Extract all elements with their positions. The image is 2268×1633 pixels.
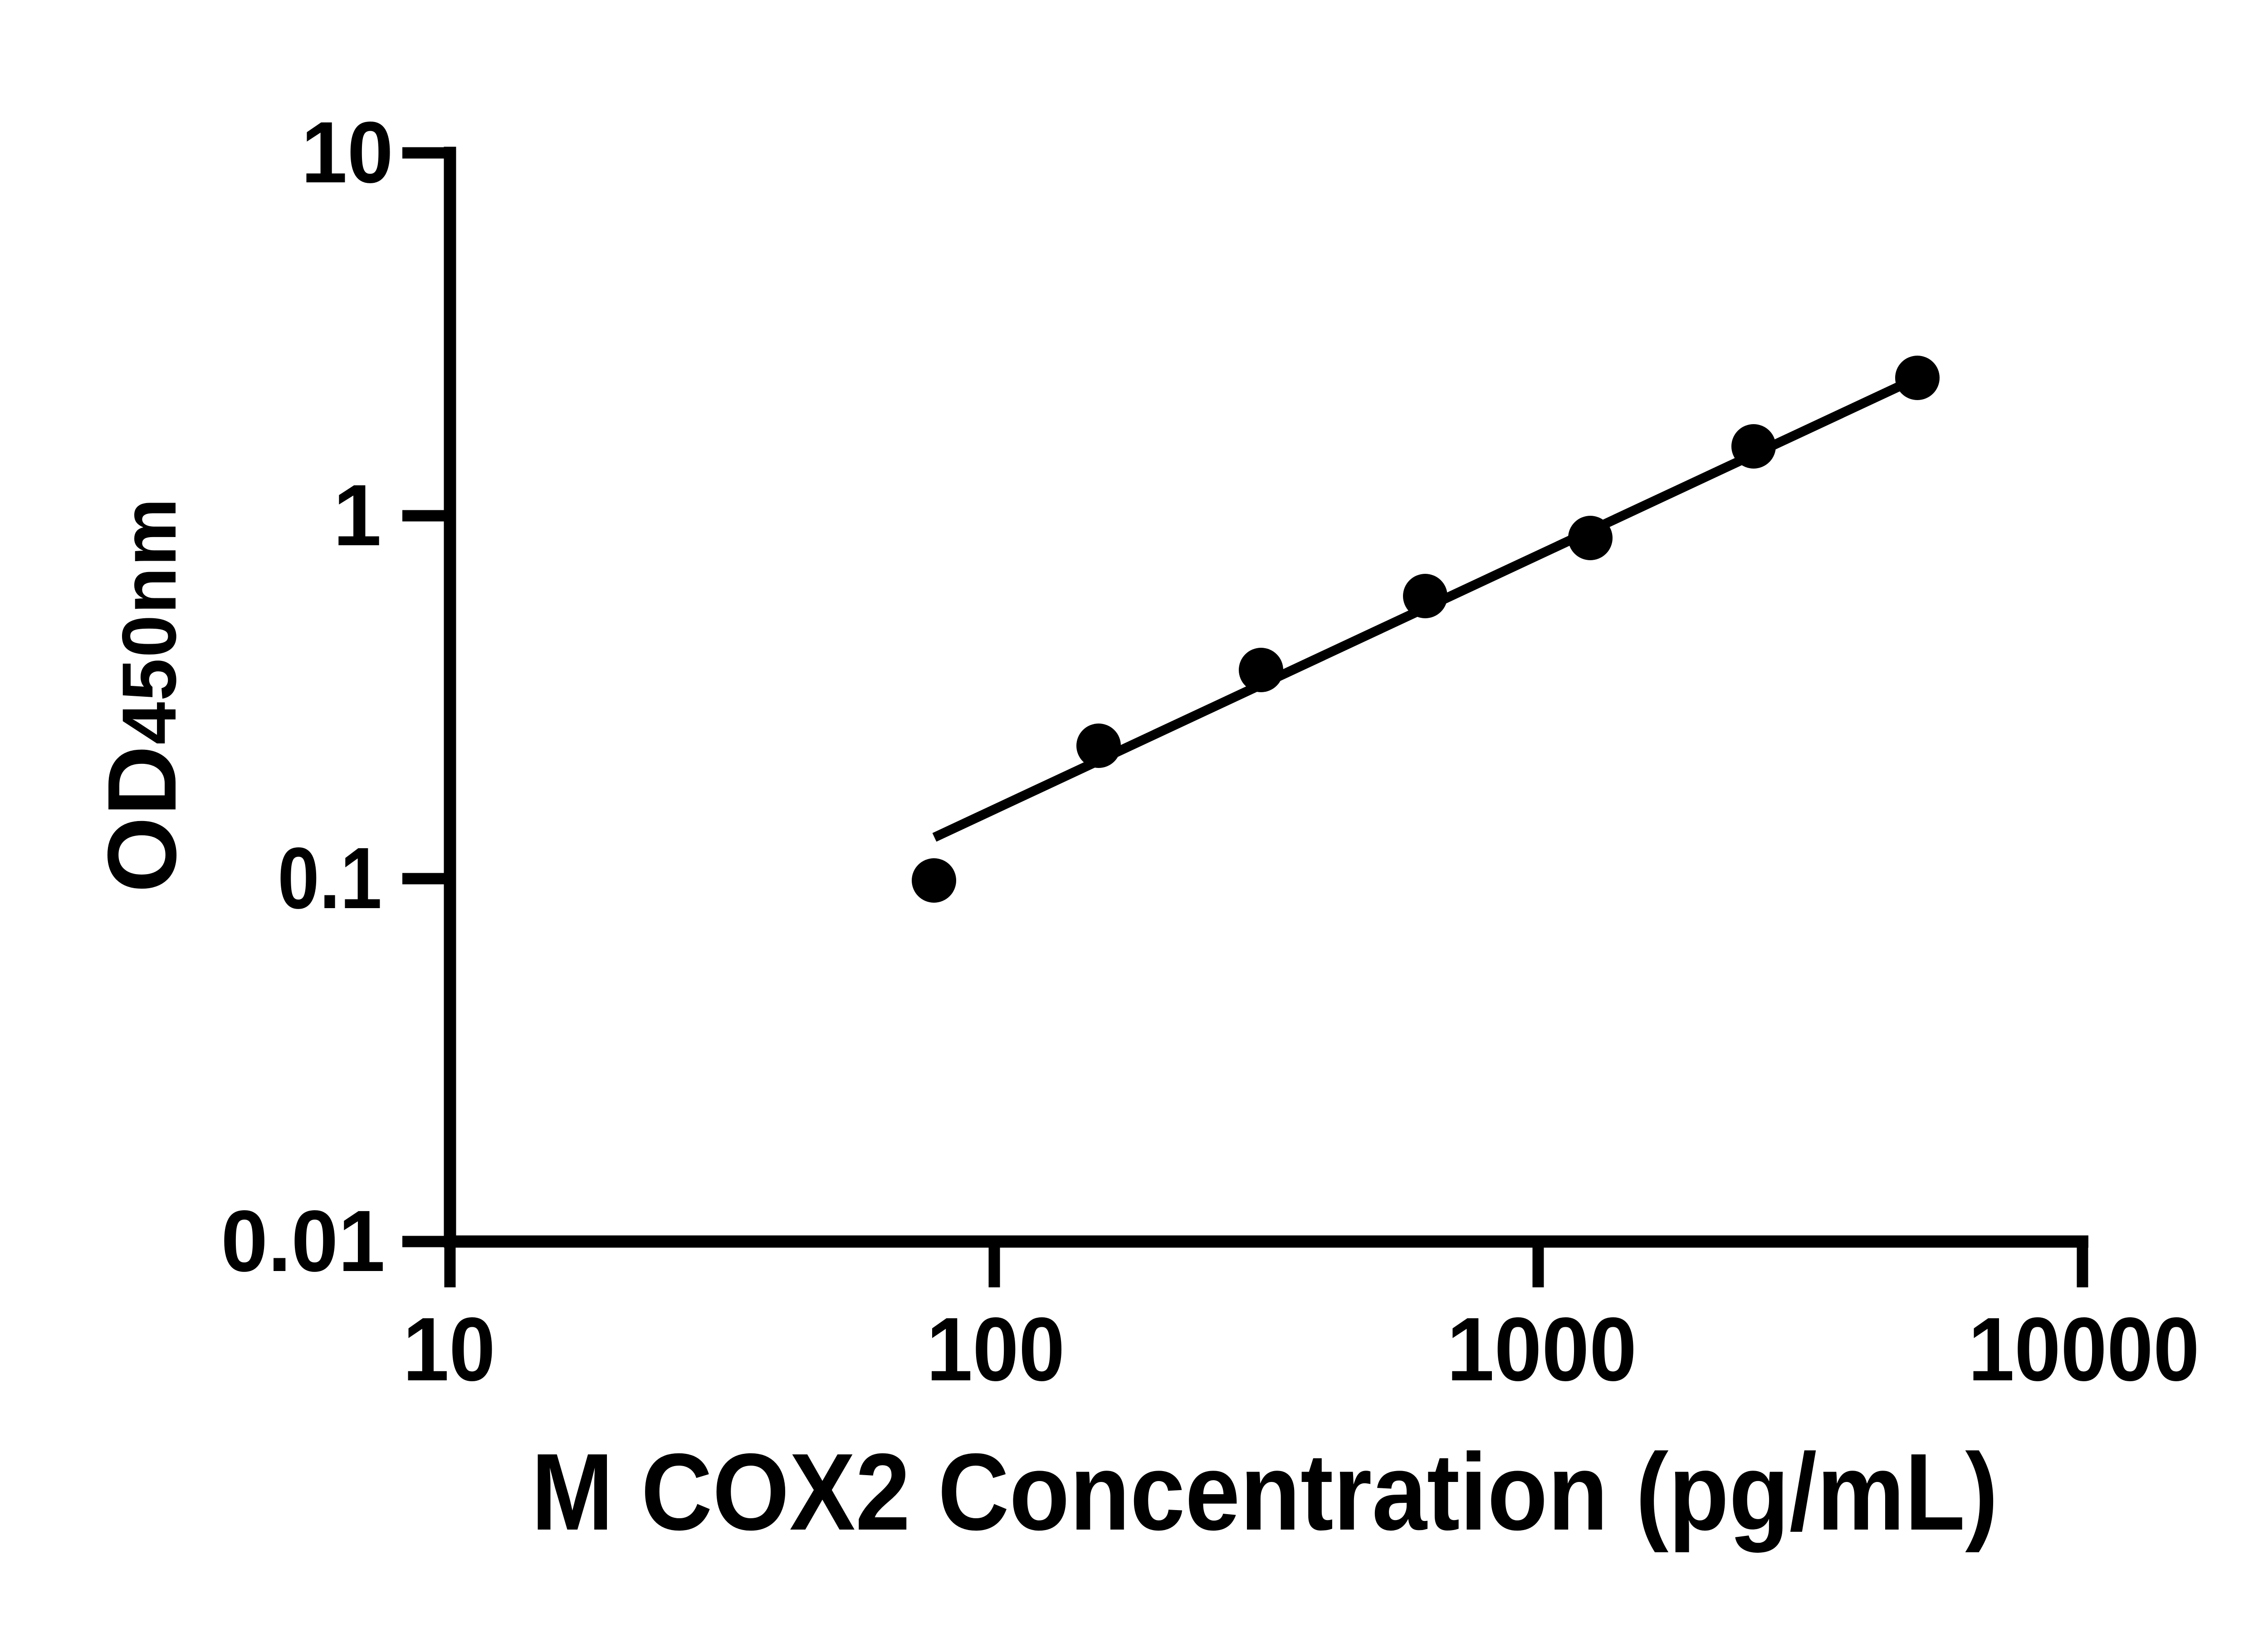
svg-text:100: 100 [927,1299,1065,1400]
svg-text:M COX2 Concentration (pg/mL): M COX2 Concentration (pg/mL) [531,1431,1998,1553]
svg-text:0.01: 0.01 [221,1192,385,1290]
svg-text:OD450nm: OD450nm [87,497,196,893]
svg-text:10: 10 [403,1299,495,1400]
svg-text:1000: 1000 [1447,1299,1637,1400]
svg-text:10: 10 [301,103,393,201]
svg-text:10000: 10000 [1968,1299,2200,1400]
svg-text:0.1: 0.1 [278,829,382,927]
svg-text:1: 1 [333,466,381,564]
